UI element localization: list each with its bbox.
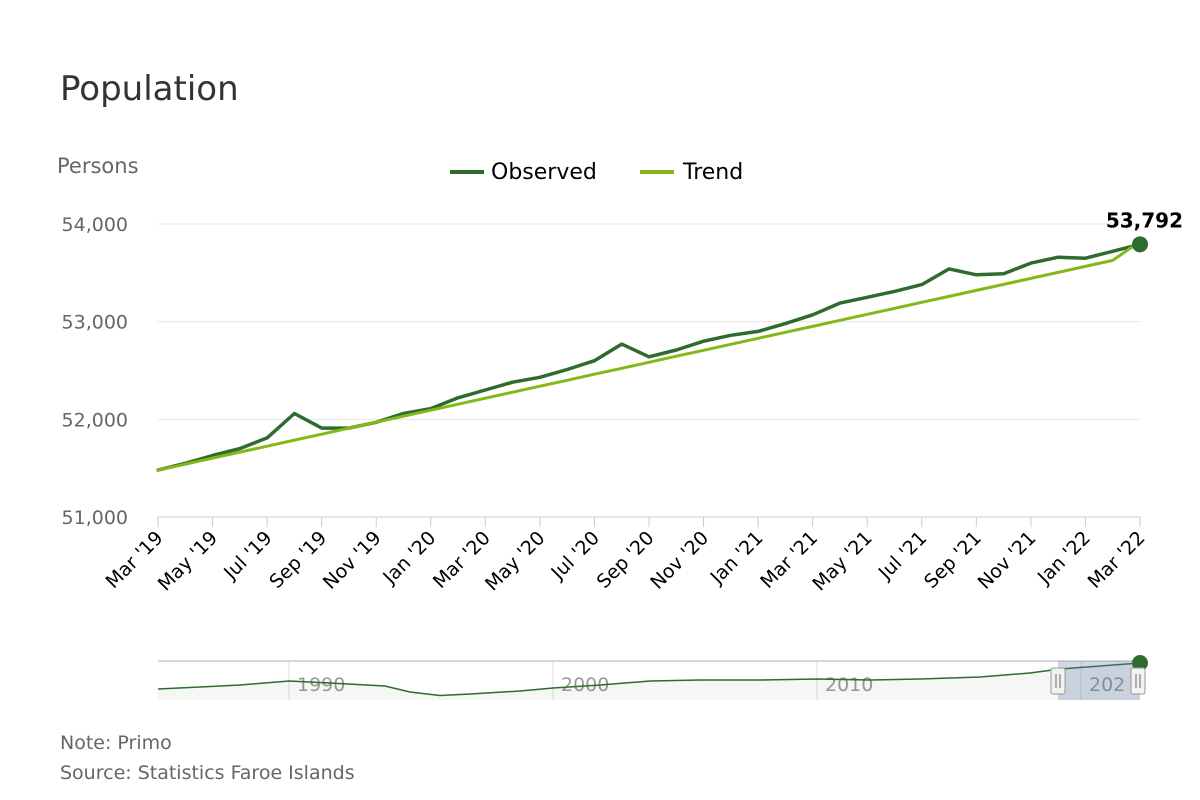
chart-title: Population xyxy=(60,69,239,109)
y-tick-label: 52,000 xyxy=(62,409,128,431)
y-tick-label: 53,000 xyxy=(62,312,128,334)
navigator-selected-range[interactable] xyxy=(1058,661,1140,700)
chart-note: Note: Primo xyxy=(60,732,172,754)
navigator-year-label: 2000 xyxy=(561,674,609,696)
navigator[interactable]: 1990 2000 2010 202 xyxy=(157,655,1148,700)
series-line-observed[interactable] xyxy=(156,242,1142,472)
series-group xyxy=(156,240,1142,472)
x-tick-label: May '19 xyxy=(154,527,222,595)
navigator-year-label: 1990 xyxy=(297,674,345,696)
x-tick-label: May '21 xyxy=(808,527,876,595)
y-axis-title: Persons xyxy=(57,154,139,178)
x-tick-label: Sep '20 xyxy=(593,527,659,593)
legend-label-trend: Trend xyxy=(682,160,743,185)
y-axis-ticks: 51,000 52,000 53,000 54,000 xyxy=(62,214,128,529)
last-point-marker[interactable] xyxy=(1132,236,1148,253)
x-tick-label: Mar '22 xyxy=(1084,527,1150,593)
x-tick-label: Nov '21 xyxy=(974,527,1041,594)
last-point-label: 53,792 xyxy=(1106,208,1183,232)
handle-box[interactable] xyxy=(1130,667,1146,695)
y-tick-label: 54,000 xyxy=(62,214,128,236)
x-tick-label: May '20 xyxy=(481,527,549,595)
x-tick-label: Nov '19 xyxy=(319,527,386,594)
x-tick-label: Sep '21 xyxy=(920,527,986,593)
chart-source: Source: Statistics Faroe Islands xyxy=(60,762,355,784)
last-point-group: 53,792 xyxy=(1106,208,1183,253)
navigator-series-line xyxy=(157,662,1141,697)
navigator-left-handle[interactable] xyxy=(1050,667,1066,695)
legend-label-observed: Observed xyxy=(491,160,597,185)
x-tick-label: Sep '19 xyxy=(265,527,331,593)
navigator-right-handle[interactable] xyxy=(1130,667,1146,695)
y-tick-label: 51,000 xyxy=(62,507,128,529)
series-line-trend[interactable] xyxy=(156,240,1142,472)
handle-box[interactable] xyxy=(1050,667,1066,695)
gridlines xyxy=(158,223,1140,518)
legend[interactable]: Observed Trend xyxy=(450,160,743,185)
navigator-end-marker xyxy=(1132,655,1148,671)
x-tick-label: Nov '20 xyxy=(646,527,713,594)
legend-item-trend[interactable]: Trend xyxy=(640,160,743,185)
legend-item-observed[interactable]: Observed xyxy=(450,160,597,185)
navigator-year-label: 202 xyxy=(1089,674,1125,696)
